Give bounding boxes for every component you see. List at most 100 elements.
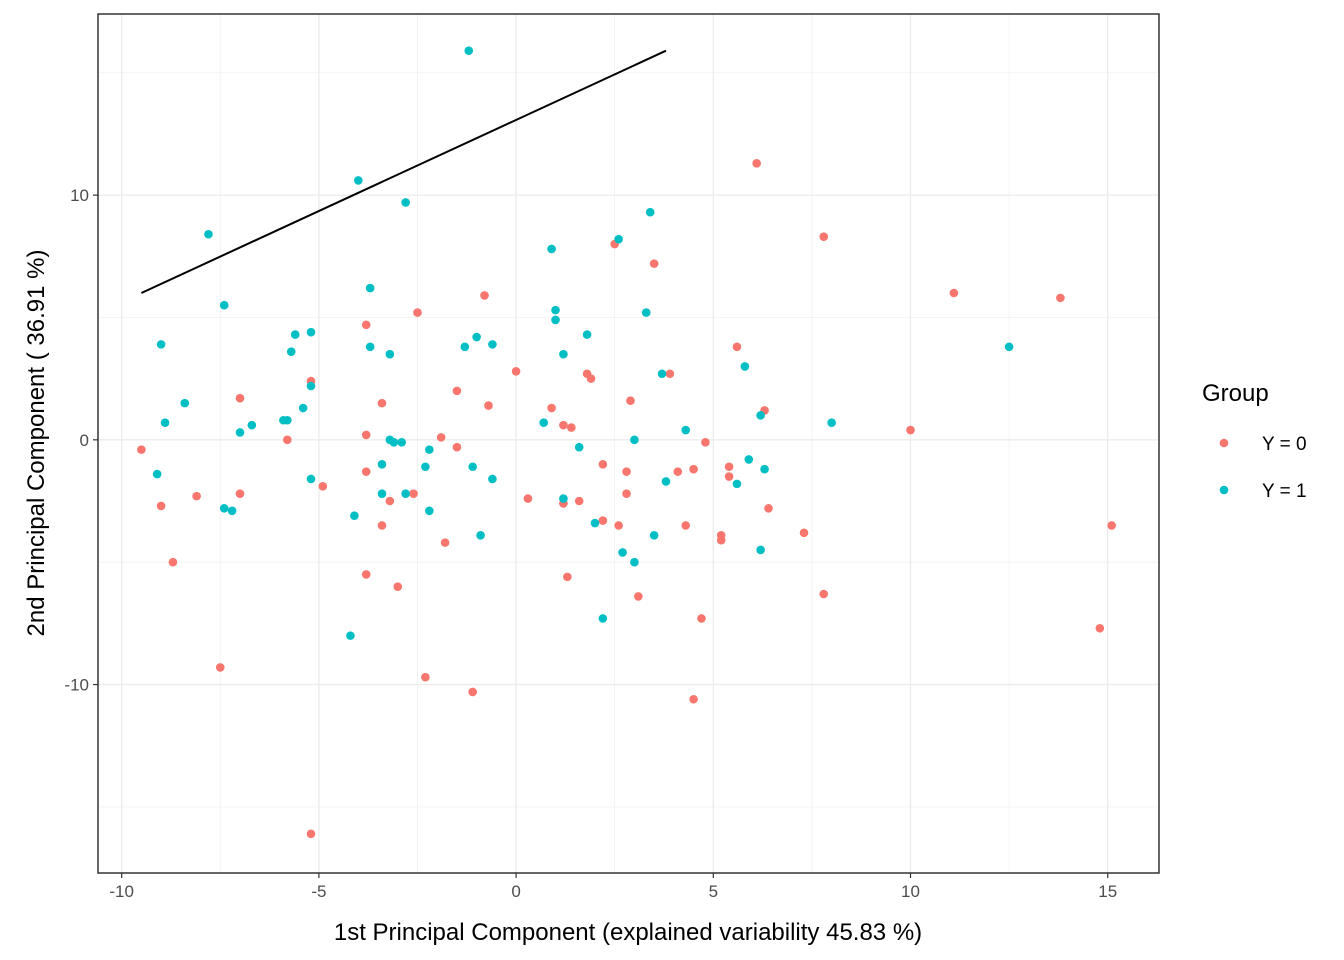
data-point-y1: [661, 477, 671, 486]
data-point-y1: [397, 437, 407, 447]
data-point-y1: [247, 420, 257, 430]
data-point-y0: [436, 433, 446, 442]
data-point-y1: [476, 530, 485, 540]
data-point-y0: [949, 288, 959, 298]
data-point-y0: [137, 445, 146, 454]
data-point-y0: [511, 367, 521, 376]
data-point-y0: [716, 530, 726, 540]
data-point-y0: [452, 386, 462, 396]
data-point-y0: [681, 521, 690, 530]
data-point-y0: [440, 538, 450, 547]
data-point-y0: [484, 401, 493, 410]
data-point-y0: [598, 460, 608, 469]
data-point-y0: [586, 374, 596, 383]
data-point-y1: [582, 330, 592, 339]
data-point-y0: [215, 663, 225, 672]
data-point-y0: [480, 291, 489, 300]
data-point-y0: [413, 308, 422, 317]
data-point-y0: [673, 467, 683, 476]
data-point-y0: [235, 393, 245, 403]
data-point-y0: [626, 396, 635, 405]
legend-key-y1: [1219, 485, 1229, 495]
data-point-y1: [539, 418, 548, 427]
data-point-y0: [192, 491, 201, 501]
data-point-y1: [425, 445, 434, 454]
data-point-y0: [563, 572, 572, 582]
y-tick-label: 0: [80, 431, 89, 450]
data-point-y0: [701, 437, 710, 447]
data-point-y1: [306, 381, 316, 391]
data-point-y1: [472, 332, 481, 342]
data-point-y0: [1107, 521, 1116, 530]
data-point-y1: [377, 460, 387, 469]
data-point-y1: [551, 315, 560, 325]
data-point-y0: [421, 672, 430, 682]
data-point-y0: [752, 158, 761, 168]
data-point-y1: [618, 548, 627, 557]
data-point-y0: [559, 420, 568, 430]
data-point-y1: [630, 557, 639, 567]
data-point-y0: [235, 489, 245, 498]
grid-major: [98, 14, 1159, 873]
data-point-y1: [732, 479, 742, 489]
data-point-y1: [744, 455, 754, 464]
data-point-y0: [598, 516, 608, 525]
data-point-y1: [488, 340, 497, 349]
data-point-y1: [283, 415, 292, 425]
data-point-y0: [799, 528, 809, 538]
data-point-y0: [361, 320, 371, 330]
data-point-y0: [393, 582, 403, 591]
data-point-y1: [740, 362, 750, 371]
data-point-y1: [645, 207, 655, 217]
data-point-y1: [365, 283, 375, 293]
data-point-y1: [756, 411, 765, 420]
data-point-y1: [306, 474, 316, 484]
data-point-y0: [168, 557, 178, 567]
data-point-y0: [523, 494, 533, 503]
data-point-y1: [290, 330, 300, 339]
data-point-y1: [649, 530, 659, 540]
data-point-y1: [630, 435, 639, 445]
x-tick-label: 10: [901, 882, 920, 901]
x-tick-label: 0: [511, 882, 520, 901]
data-point-y1: [760, 464, 769, 474]
legend-title: Group: [1202, 380, 1269, 407]
legend: Group Y = 0 Y = 1: [1202, 380, 1307, 502]
data-point-y1: [350, 511, 359, 520]
data-point-y1: [219, 504, 229, 513]
data-point-y1: [1004, 342, 1014, 352]
x-tick-label: -10: [109, 882, 134, 901]
data-point-y0: [634, 592, 643, 601]
data-point-y0: [906, 425, 915, 435]
x-tick-label: 15: [1098, 882, 1117, 901]
panel-border: [97, 13, 1160, 874]
data-point-y0: [283, 435, 292, 445]
data-point-y1: [657, 369, 667, 379]
data-point-y0: [649, 259, 659, 268]
data-point-y1: [425, 506, 434, 516]
data-points: [137, 46, 1116, 839]
data-point-y1: [298, 403, 308, 413]
data-point-y1: [235, 428, 245, 437]
data-point-y0: [361, 430, 371, 440]
data-point-y0: [614, 521, 623, 530]
data-point-y1: [681, 425, 690, 435]
legend-key-y0: [1219, 438, 1229, 448]
panel-background: [98, 14, 1159, 873]
y-axis-title: 2nd Principal Component ( 36.91 %): [23, 250, 50, 637]
data-point-y0: [732, 342, 742, 352]
data-point-y1: [204, 229, 213, 239]
data-point-y1: [156, 340, 166, 349]
data-point-y0: [697, 614, 706, 623]
data-point-y1: [641, 308, 651, 317]
data-point-y0: [724, 472, 734, 481]
data-point-y0: [819, 589, 829, 599]
legend-label-y1: Y = 1: [1262, 481, 1307, 502]
data-point-y1: [460, 342, 470, 352]
y-tick-label: -10: [64, 676, 89, 695]
data-point-y1: [227, 506, 237, 516]
data-point-y1: [551, 305, 560, 315]
data-point-y1: [547, 244, 556, 254]
y-axis-ticks: -10 0 10: [64, 186, 98, 695]
data-point-y1: [464, 46, 474, 56]
